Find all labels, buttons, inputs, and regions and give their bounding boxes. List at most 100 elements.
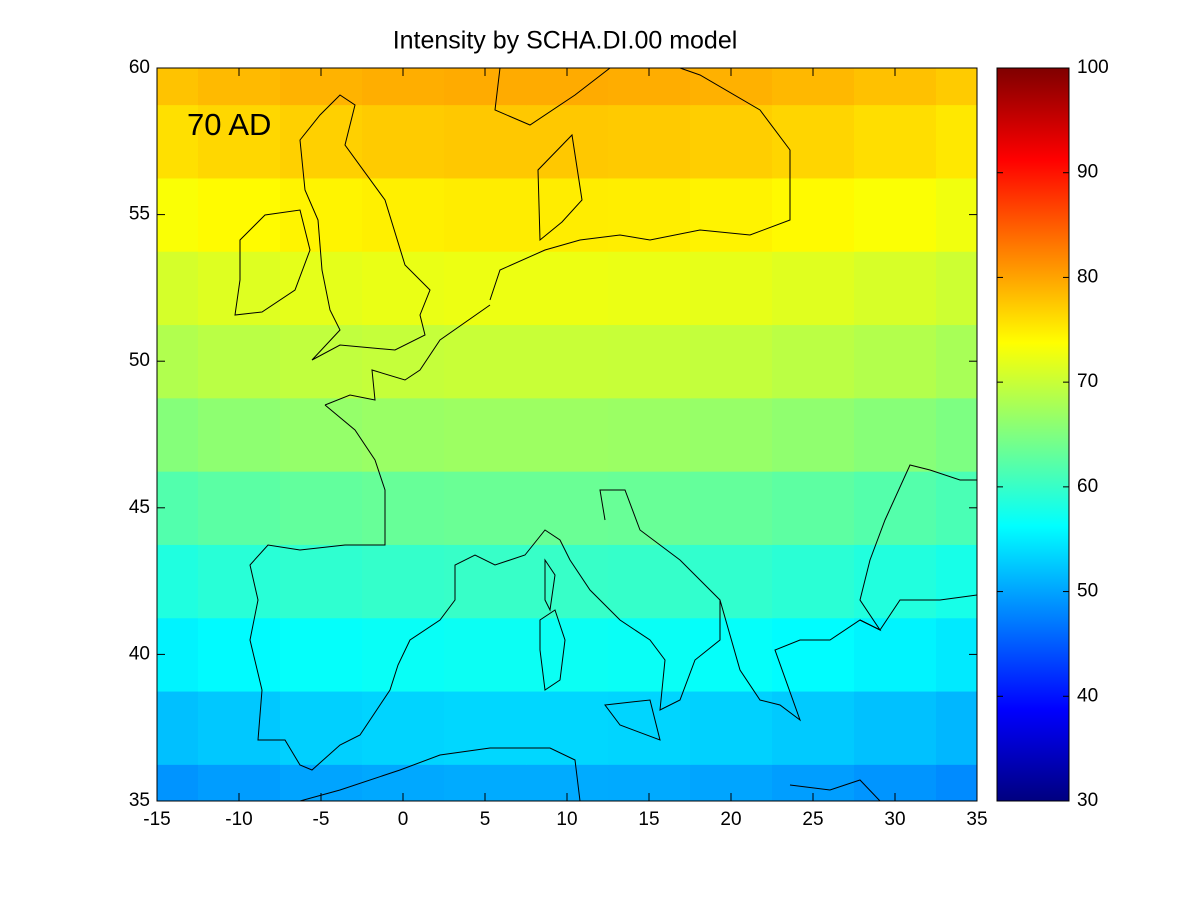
y-tick-label: 40	[129, 643, 150, 664]
cell	[936, 251, 977, 326]
cell	[444, 104, 527, 179]
cell	[362, 177, 445, 252]
cell	[854, 251, 937, 326]
cell	[198, 544, 281, 619]
cell	[280, 617, 363, 692]
cell	[936, 764, 977, 801]
x-tick-label: 30	[884, 809, 905, 830]
x-tick-label: -5	[313, 809, 330, 830]
colorbar-tick-label: 80	[1077, 266, 1098, 287]
cell	[444, 251, 527, 326]
cell	[280, 691, 363, 765]
cell	[362, 397, 445, 472]
cell	[362, 251, 445, 326]
cell	[157, 544, 199, 619]
cell	[157, 691, 199, 765]
cell	[772, 397, 855, 472]
coastline	[544, 558, 556, 612]
cell	[198, 397, 281, 472]
colorbar-tick-label: 60	[1077, 476, 1098, 497]
cell	[280, 397, 363, 472]
cell	[608, 617, 691, 692]
cell	[854, 324, 937, 399]
cell	[362, 544, 445, 619]
cell	[362, 471, 445, 545]
coastline	[494, 68, 611, 126]
cell	[198, 691, 281, 765]
cell	[772, 251, 855, 326]
cell	[526, 471, 609, 545]
colorbar-tick-label: 40	[1077, 685, 1098, 706]
cell	[854, 691, 937, 765]
cell	[444, 397, 527, 472]
cell	[690, 251, 773, 326]
cell	[608, 397, 691, 472]
y-tick-label: 50	[129, 350, 150, 371]
cell	[608, 544, 691, 619]
x-tick-label: -10	[225, 809, 252, 830]
field	[157, 68, 977, 801]
cell	[444, 544, 527, 619]
cell	[198, 104, 281, 179]
cell	[444, 617, 527, 692]
cell	[690, 104, 773, 179]
cell	[198, 324, 281, 399]
y-tick-label: 35	[129, 790, 150, 811]
cell	[854, 471, 937, 545]
cell	[690, 691, 773, 765]
x-tick-label: 5	[480, 809, 491, 830]
x-tick-label: 35	[966, 809, 987, 830]
x-tick-label: 20	[720, 809, 741, 830]
coastline	[789, 779, 881, 801]
cell	[362, 324, 445, 399]
cell	[444, 324, 527, 399]
coastline	[299, 747, 581, 801]
coastlines	[234, 68, 977, 801]
cell	[198, 617, 281, 692]
cell	[157, 764, 199, 801]
y-tick-label: 55	[129, 204, 150, 225]
cell	[854, 617, 937, 692]
x-tick-label: 25	[802, 809, 823, 830]
x-tick-label: 0	[398, 809, 409, 830]
cell	[936, 397, 977, 472]
x-tick-label: -15	[143, 809, 170, 830]
cell	[690, 397, 773, 472]
annotation: 70 AD	[187, 107, 271, 142]
cell	[362, 104, 445, 179]
cell	[772, 691, 855, 765]
coastline	[299, 94, 431, 361]
cell	[280, 471, 363, 545]
cell	[772, 177, 855, 252]
cell	[444, 691, 527, 765]
cell	[854, 104, 937, 179]
x-tick-label: 15	[638, 809, 659, 830]
cell	[608, 251, 691, 326]
x-tick-label: 10	[556, 809, 577, 830]
cell	[526, 251, 609, 326]
cell	[772, 104, 855, 179]
cell	[526, 617, 609, 692]
cell	[526, 104, 609, 179]
cell	[526, 691, 609, 765]
cell	[772, 544, 855, 619]
colorbar-tick-label: 50	[1077, 581, 1098, 602]
coastline	[604, 699, 661, 741]
cell	[936, 691, 977, 765]
cell	[526, 397, 609, 472]
cell	[526, 544, 609, 619]
cell	[444, 471, 527, 545]
coastline	[234, 209, 311, 316]
cell	[690, 617, 773, 692]
cell	[608, 177, 691, 252]
colorbar-tick-label: 30	[1077, 790, 1098, 811]
coastline	[537, 133, 583, 242]
cell	[854, 177, 937, 252]
cell	[608, 324, 691, 399]
coastline	[324, 304, 491, 406]
cell	[608, 691, 691, 765]
cell	[157, 68, 199, 106]
cell	[854, 544, 937, 619]
cell	[280, 177, 363, 252]
